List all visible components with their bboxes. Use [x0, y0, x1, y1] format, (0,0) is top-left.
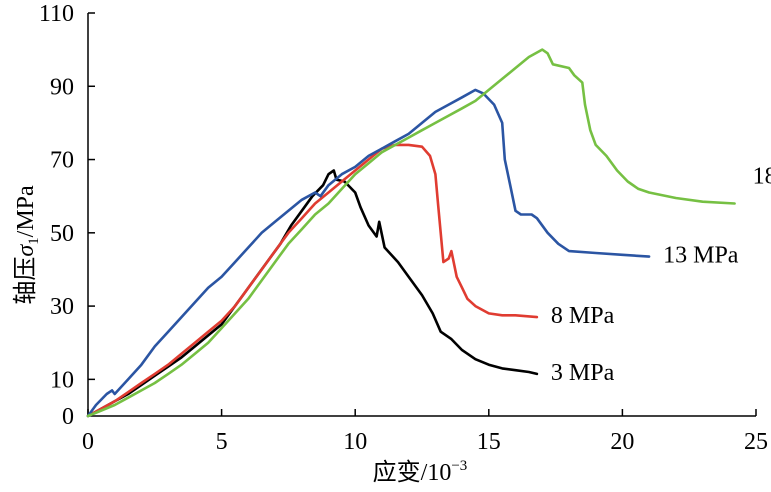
x-tick-label: 25 [744, 429, 768, 455]
x-tick-label: 20 [610, 429, 634, 455]
y-axis-title-sigma: σ [13, 244, 39, 257]
x-axis-title-superscript: −3 [451, 458, 467, 474]
series-lines [86, 48, 736, 418]
y-tick-label: 110 [39, 1, 74, 27]
y-axis-title-unit: /MPa [13, 185, 39, 237]
x-axis-title: 应变/10−3 [373, 458, 468, 486]
x-tick-label: 10 [343, 429, 367, 455]
y-tick-label-origin: 0 [62, 404, 74, 430]
y-axis-title: 轴压σ1/MPa [12, 185, 42, 305]
y-tick-label: 30 [50, 294, 74, 320]
x-axis-title-main: 应变/10 [373, 459, 452, 486]
series-line-13-mpa [86, 88, 651, 418]
series-line-3-mpa [86, 169, 539, 418]
series-labels: 3 MPa 8 MPa 13 MPa 18 MPa [551, 164, 771, 386]
series-line-8-mpa [86, 143, 539, 418]
series-label-3-mpa: 3 MPa [551, 360, 615, 386]
axes: 0 5 10 15 20 25 0 10 30 50 70 90 110 [39, 1, 768, 455]
y-tick-label: 10 [50, 367, 74, 393]
series-label-13-mpa: 13 MPa [663, 243, 739, 269]
y-tick-label: 90 [50, 74, 74, 100]
series-line-18-mpa [86, 48, 736, 418]
y-axis-title-subscript: 1 [26, 237, 42, 245]
series-label-18-mpa: 18 MPa [753, 164, 771, 190]
y-axis-title-main: 轴压 [12, 257, 39, 305]
x-tick-label: 5 [216, 429, 228, 455]
y-tick-label: 70 [50, 148, 74, 174]
y-tick-label: 50 [50, 221, 74, 247]
x-tick-label: 15 [477, 429, 501, 455]
series-label-8-mpa: 8 MPa [551, 303, 615, 329]
x-tick-label: 0 [82, 429, 94, 455]
